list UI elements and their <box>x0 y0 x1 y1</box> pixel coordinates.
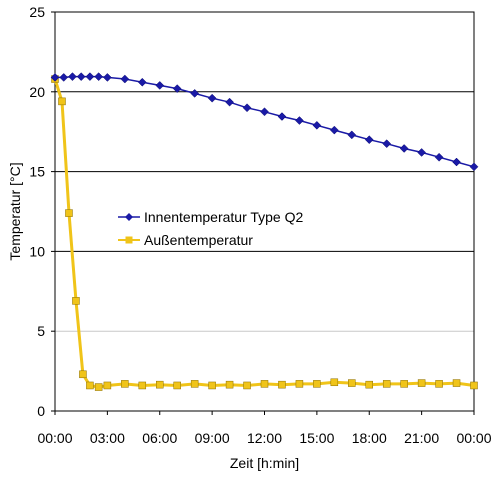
data-point <box>172 84 182 93</box>
data-point <box>365 380 373 389</box>
data-point <box>330 378 339 387</box>
data-point <box>399 144 409 153</box>
data-point <box>470 381 478 390</box>
data-point <box>138 381 147 390</box>
x-tick-label: 03:00 <box>90 430 125 446</box>
data-point <box>260 380 269 388</box>
y-tick-label: 0 <box>37 403 45 419</box>
data-point <box>58 97 66 106</box>
data-point <box>225 97 234 107</box>
data-point <box>103 381 112 390</box>
data-point <box>452 379 461 387</box>
data-point <box>94 72 103 81</box>
data-point <box>382 380 391 388</box>
series-innentemperatur <box>50 72 479 172</box>
data-point <box>243 381 251 390</box>
data-point <box>155 81 165 90</box>
data-point <box>382 139 392 149</box>
data-point <box>417 148 426 157</box>
grid-lines <box>55 91 474 332</box>
data-point <box>50 73 60 82</box>
data-point <box>207 93 217 103</box>
data-point <box>72 297 80 305</box>
x-axis: 00:00 03:00 06:00 09:00 12:00 15:00 18:00 21:00… <box>37 411 492 446</box>
data-point <box>137 77 147 87</box>
series-line <box>53 78 475 389</box>
x-tick-label: 00:00 <box>37 430 72 446</box>
data-point <box>469 162 479 172</box>
data-point <box>94 383 103 391</box>
data-point <box>86 381 94 390</box>
data-point <box>417 379 426 387</box>
data-point <box>68 72 77 81</box>
legend-diamond-marker <box>125 213 133 221</box>
data-point <box>278 380 286 389</box>
y-axis-title: Temperatur [°C] <box>7 162 23 260</box>
data-point <box>435 380 443 388</box>
x-tick-label: 15:00 <box>299 430 334 446</box>
x-tick-label: 09:00 <box>195 430 230 446</box>
data-point <box>190 89 200 98</box>
data-point <box>79 370 87 379</box>
series-aussentemperatur <box>51 75 478 391</box>
data-point <box>103 73 112 82</box>
y-tick-label: 10 <box>29 243 45 259</box>
data-point <box>295 380 304 388</box>
data-point <box>59 73 69 82</box>
data-point <box>364 135 374 145</box>
x-tick-label: 18:00 <box>352 430 387 446</box>
legend: Innentemperatur Type Q2 Außentemperatur <box>118 209 303 248</box>
legend-label-innentemperatur: Innentemperatur Type Q2 <box>144 209 303 225</box>
data-point <box>329 125 339 135</box>
data-point <box>85 72 95 81</box>
x-tick-label: 12:00 <box>247 430 282 446</box>
data-point <box>347 130 357 140</box>
data-point <box>156 380 164 389</box>
data-point <box>225 380 234 389</box>
data-point <box>400 380 408 388</box>
legend-square-marker <box>125 236 133 244</box>
data-point <box>277 112 287 121</box>
y-axis: 0 5 10 15 20 25 <box>29 4 55 419</box>
x-axis-title: Zeit [h:min] <box>230 455 299 471</box>
series-layer <box>50 72 479 391</box>
x-tick-label: 06:00 <box>142 430 177 446</box>
x-tick-label: 00:00 <box>456 430 491 446</box>
data-point <box>313 380 321 388</box>
data-point <box>190 380 199 388</box>
data-point <box>120 74 130 84</box>
data-point <box>173 381 181 390</box>
data-point <box>295 116 304 125</box>
y-tick-label: 25 <box>29 4 45 20</box>
y-tick-label: 15 <box>29 164 45 180</box>
y-tick-label: 5 <box>37 323 45 339</box>
y-tick-label: 20 <box>29 84 45 100</box>
data-point <box>452 157 461 167</box>
data-point <box>76 72 86 81</box>
data-point <box>121 380 129 388</box>
data-point <box>242 103 252 113</box>
legend-label-aussentemperatur: Außentemperatur <box>144 232 253 248</box>
series-line <box>55 75 475 168</box>
data-point <box>65 209 73 217</box>
data-point <box>260 107 269 117</box>
data-point <box>312 120 322 130</box>
data-point <box>348 379 356 387</box>
x-tick-label: 21:00 <box>404 430 439 446</box>
data-point <box>208 381 216 390</box>
data-point <box>434 152 444 162</box>
